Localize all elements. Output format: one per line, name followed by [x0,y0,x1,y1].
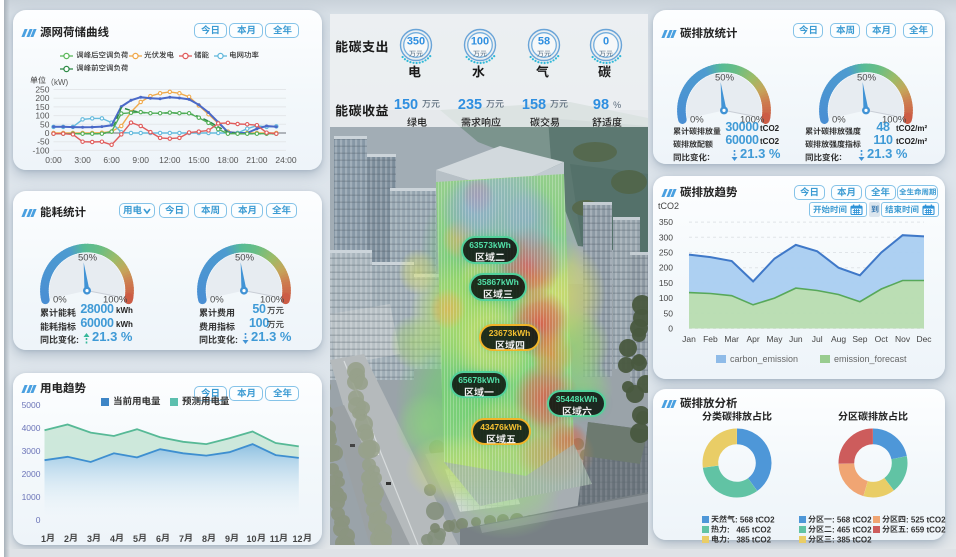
svg-text:Jun: Jun [789,334,803,344]
svg-text:-100: -100 [32,145,49,155]
svg-text:0%: 0% [210,295,224,306]
svg-text:100: 100 [471,36,489,48]
svg-text:Mar: Mar [724,334,739,344]
svg-text:300: 300 [659,232,673,242]
svg-text:58: 58 [538,36,550,48]
svg-text:9:00: 9:00 [132,155,149,165]
svg-text:100: 100 [35,111,49,121]
svg-text:Nov: Nov [895,334,911,344]
svg-text:350: 350 [407,36,425,48]
svg-text:0: 0 [36,515,41,525]
svg-text:15:00: 15:00 [188,155,210,165]
svg-text:1000: 1000 [22,492,41,502]
svg-text:21:00: 21:00 [246,155,268,165]
svg-text:100%: 100% [260,295,285,306]
svg-text:0: 0 [45,128,50,138]
svg-text:50%: 50% [857,72,877,83]
svg-text:0:00: 0:00 [45,155,62,165]
svg-text:Oct: Oct [875,334,889,344]
svg-text:5000: 5000 [22,400,41,410]
svg-text:carbon_emission: carbon_emission [730,354,798,364]
svg-text:emission_forecast: emission_forecast [834,354,907,364]
svg-text:250: 250 [659,248,673,258]
svg-text:100%: 100% [882,114,907,125]
svg-text:Dec: Dec [916,334,932,344]
svg-text:0%: 0% [690,114,704,125]
svg-text:2000: 2000 [22,469,41,479]
svg-text:Jan: Jan [682,334,696,344]
svg-text:250: 250 [35,85,49,95]
svg-text:May: May [766,334,783,344]
svg-text:150: 150 [35,102,49,112]
svg-text:0: 0 [603,36,609,48]
svg-text:12:00: 12:00 [159,155,181,165]
svg-text:Apr: Apr [746,334,759,344]
svg-text:0%: 0% [832,114,846,125]
svg-text:200: 200 [659,263,673,273]
svg-text:200: 200 [35,93,49,103]
svg-text:50%: 50% [715,72,735,83]
svg-text:24:00: 24:00 [275,155,297,165]
svg-text:150: 150 [659,278,673,288]
svg-text:100%: 100% [740,114,765,125]
svg-text:4000: 4000 [22,423,41,433]
svg-text:Feb: Feb [703,334,718,344]
svg-text:-50: -50 [37,137,50,147]
svg-text:3:00: 3:00 [74,155,91,165]
svg-text:3000: 3000 [22,446,41,456]
svg-text:0: 0 [668,324,673,334]
svg-text:6:00: 6:00 [103,155,120,165]
svg-text:0%: 0% [53,295,67,306]
svg-text:350: 350 [659,217,673,227]
svg-text:100: 100 [659,293,673,303]
svg-text:50: 50 [664,308,674,318]
svg-text:50: 50 [40,119,50,129]
svg-text:Aug: Aug [831,334,846,344]
svg-text:18:00: 18:00 [217,155,239,165]
svg-text:50%: 50% [78,253,98,264]
svg-text:100%: 100% [103,295,128,306]
svg-text:50%: 50% [235,253,255,264]
svg-text:Jul: Jul [812,334,823,344]
svg-text:Sep: Sep [852,334,867,344]
